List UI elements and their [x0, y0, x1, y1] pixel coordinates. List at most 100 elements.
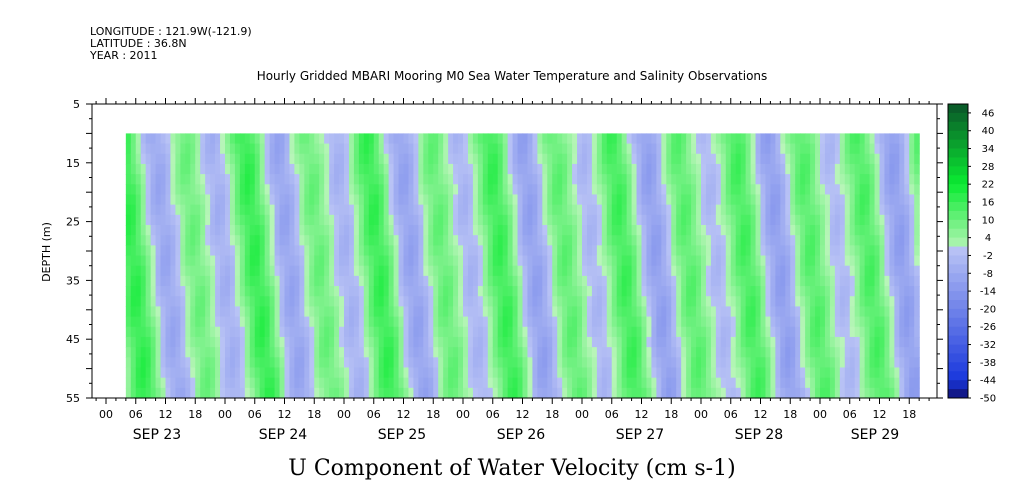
heatmap-cell	[696, 184, 702, 196]
heatmap-cell	[820, 184, 826, 196]
heatmap-cell	[542, 286, 548, 297]
heatmap-cell	[190, 275, 196, 287]
colorbar-swatch	[948, 184, 968, 194]
heatmap-cell	[904, 163, 910, 175]
heatmap-cell	[244, 336, 251, 348]
heatmap-cell	[904, 347, 910, 358]
heatmap-cell	[651, 224, 657, 236]
heatmap-cell	[344, 347, 350, 358]
heatmap-cell	[378, 367, 385, 379]
heatmap-cell	[249, 153, 256, 165]
heatmap-cell	[155, 133, 162, 145]
heatmap-cell	[467, 296, 474, 308]
heatmap-cell	[884, 255, 891, 267]
heatmap-cell	[820, 204, 826, 216]
heatmap-cell	[720, 336, 727, 348]
heatmap-cell	[834, 336, 841, 348]
heatmap-cell	[130, 306, 137, 318]
heatmap-cell	[408, 143, 415, 155]
heatmap-cell	[755, 255, 762, 267]
heatmap-cell	[398, 387, 405, 399]
heatmap-cell	[140, 296, 147, 308]
heatmap-cell	[537, 296, 543, 308]
heatmap-cell	[656, 214, 662, 226]
heatmap-cell	[849, 255, 856, 267]
heatmap-cell	[393, 214, 400, 226]
heatmap-cell	[160, 184, 167, 196]
heatmap-cell	[363, 143, 370, 155]
heatmap-cell	[378, 194, 385, 206]
heatmap-cell	[353, 133, 360, 145]
heatmap-cell	[463, 143, 469, 155]
heatmap-cell	[864, 296, 871, 308]
heatmap-cell	[611, 275, 618, 287]
heatmap-cell	[562, 163, 568, 175]
heatmap-cell	[284, 265, 291, 277]
heatmap-cell	[304, 204, 310, 216]
heatmap-cell	[879, 286, 886, 297]
heatmap-cell	[388, 316, 395, 328]
heatmap-cell	[591, 387, 598, 399]
heatmap-cell	[621, 163, 628, 175]
heatmap-cell	[889, 387, 895, 399]
heatmap-cell	[334, 133, 340, 145]
heatmap-cell	[130, 133, 137, 145]
heatmap-cell	[398, 296, 405, 308]
heatmap-cell	[705, 184, 712, 196]
heatmap-cell	[601, 163, 608, 175]
heatmap-cell	[210, 204, 216, 216]
heatmap-cell	[844, 347, 851, 358]
heatmap-cell	[304, 316, 310, 328]
heatmap-cell	[884, 204, 891, 216]
heatmap-cell	[472, 357, 479, 369]
heatmap-cell	[517, 184, 524, 196]
heatmap-cell	[805, 204, 811, 216]
heatmap-cell	[358, 357, 365, 369]
heatmap-cell	[879, 174, 886, 185]
heatmap-cell	[815, 306, 821, 318]
heatmap-cell	[319, 194, 325, 206]
heatmap-cell	[745, 357, 752, 369]
heatmap-cell	[686, 296, 692, 308]
heatmap-cell	[368, 265, 375, 277]
heatmap-cell	[636, 316, 643, 328]
heatmap-cell	[403, 214, 410, 226]
heatmap-cell	[854, 336, 861, 348]
heatmap-cell	[512, 204, 519, 216]
heatmap-cell	[686, 316, 692, 328]
heatmap-cell	[443, 357, 449, 369]
heatmap-cell	[859, 347, 866, 358]
colorbar-label: 10	[982, 215, 995, 226]
heatmap-cell	[249, 286, 256, 297]
heatmap-cell	[234, 367, 241, 379]
heatmap-cell	[443, 143, 449, 155]
heatmap-cell	[824, 367, 831, 379]
heatmap-cell	[229, 174, 236, 185]
heatmap-cell	[254, 214, 261, 226]
heatmap-cell	[889, 336, 895, 348]
heatmap-cell	[279, 306, 286, 318]
heatmap-cell	[651, 387, 657, 399]
heatmap-cell	[195, 387, 201, 399]
heatmap-cell	[904, 153, 910, 165]
heatmap-cell	[324, 153, 330, 165]
heatmap-cell	[869, 367, 876, 379]
heatmap-cell	[676, 163, 682, 175]
heatmap-cell	[765, 306, 772, 318]
heatmap-cell	[512, 377, 519, 389]
heatmap-cell	[909, 336, 915, 348]
heatmap-cell	[373, 286, 380, 297]
heatmap-cell	[715, 336, 722, 348]
heatmap-cell	[398, 286, 405, 297]
heatmap-cell	[294, 194, 300, 206]
heatmap-cell	[239, 357, 246, 369]
heatmap-cell	[596, 133, 603, 145]
heatmap-cell	[606, 224, 613, 236]
heatmap-cell	[304, 133, 310, 145]
heatmap-cell	[274, 316, 281, 328]
heatmap-cell	[730, 174, 737, 185]
heatmap-cell	[512, 224, 519, 236]
heatmap-cell	[294, 377, 300, 389]
heatmap-cell	[780, 296, 786, 308]
heatmap-cell	[834, 224, 841, 236]
